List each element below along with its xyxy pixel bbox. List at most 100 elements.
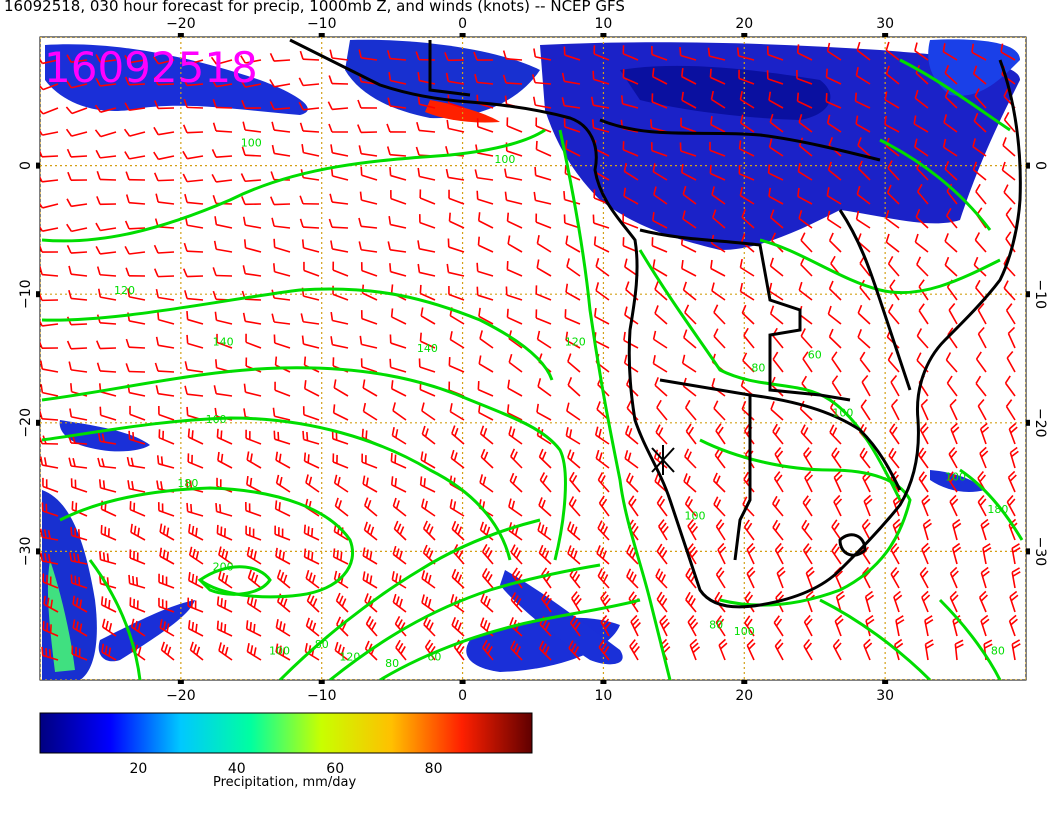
wind-barb: [1005, 303, 1016, 325]
wind-barb: [240, 79, 262, 88]
wind-barb: [679, 46, 697, 61]
wind-barb: [181, 57, 204, 66]
wind-barb: [189, 641, 204, 661]
wind-barb: [682, 281, 697, 301]
wind-barb: [241, 146, 262, 157]
wind-barb: [803, 639, 813, 661]
wind-barb: [680, 117, 697, 133]
wind-barb: [536, 259, 552, 277]
contour-label: 100: [734, 625, 755, 638]
wind-barb: [715, 519, 726, 541]
wind-barb: [505, 286, 523, 301]
wind-barb: [362, 547, 378, 565]
wind-barb: [861, 375, 871, 397]
wind-barb: [566, 258, 581, 277]
lat-tick-label-left: −20: [18, 408, 34, 438]
wind-barb: [478, 355, 494, 373]
wind-barb: [566, 402, 581, 421]
wind-barb: [893, 590, 903, 613]
wind-barb: [329, 193, 349, 205]
wind-barb: [125, 338, 146, 349]
wind-barb: [739, 258, 755, 277]
wind-barb: [885, 41, 900, 61]
wind-barb: [531, 74, 552, 85]
wind-barb: [594, 426, 610, 445]
wind-barb: [768, 138, 784, 157]
wind-barb: [946, 375, 958, 397]
wind-barb: [592, 214, 610, 229]
wind-barb: [269, 53, 291, 62]
wind-barb: [510, 448, 523, 469]
contour-line: [41, 366, 567, 561]
wind-barb: [715, 567, 726, 589]
wind-barb: [482, 639, 494, 661]
wind-barb: [772, 423, 784, 445]
wind-barb: [652, 212, 668, 229]
wind-barb: [40, 528, 59, 541]
wind-barb: [685, 423, 697, 445]
wind-barb: [186, 310, 204, 325]
wind-barb: [213, 240, 233, 253]
wind-barb: [924, 639, 934, 661]
wind-barb: [188, 546, 204, 565]
wind-barb: [159, 523, 175, 541]
contour-label: 100: [269, 644, 290, 657]
wind-barb: [419, 332, 436, 349]
wind-barb: [945, 352, 958, 373]
contour-line: [819, 598, 932, 680]
wind-barb: [40, 82, 59, 91]
wind-barb: [655, 424, 668, 445]
wind-barb: [687, 614, 699, 637]
wind-barb: [831, 447, 842, 469]
wind-barb: [709, 164, 726, 181]
wind-barb: [67, 171, 88, 181]
wind-barb: [274, 381, 291, 397]
wind-barb: [97, 288, 117, 301]
wind-barb: [275, 547, 291, 565]
wind-barb: [40, 384, 59, 397]
wind-barb: [776, 566, 786, 589]
wind-barb: [419, 284, 436, 301]
wind-barb: [184, 385, 204, 397]
wind-barb: [651, 237, 668, 253]
contour-label: 120: [339, 651, 360, 664]
wind-barb: [241, 99, 262, 110]
wind-barb: [533, 48, 552, 61]
wind-barb: [303, 548, 320, 565]
wind-barb: [831, 519, 842, 541]
wind-barb: [654, 305, 668, 325]
wind-barb: [215, 502, 233, 517]
wind-barb: [303, 261, 320, 277]
wind-barb: [124, 246, 146, 255]
wind-barb: [242, 216, 262, 229]
wind-barb: [916, 256, 929, 277]
wind-barb: [269, 196, 291, 206]
wind-barb: [863, 638, 873, 661]
wind-barb: [68, 361, 88, 373]
border-line: [838, 533, 867, 557]
wind-barb: [40, 360, 59, 373]
wind-barb: [357, 124, 378, 134]
wind-barb: [276, 569, 291, 589]
wind-barb: [301, 144, 320, 157]
wind-barb: [274, 500, 291, 517]
wind-barb: [971, 43, 987, 61]
wind-barb: [829, 424, 842, 445]
lon-tick-label-bottom: −10: [307, 688, 337, 704]
wind-barb: [914, 42, 929, 61]
wind-barb: [360, 262, 378, 277]
wind-barb: [70, 526, 88, 541]
wind-barb: [623, 162, 639, 181]
wind-barb: [651, 45, 668, 61]
wind-barb: [567, 545, 581, 565]
wind-barb: [918, 279, 929, 301]
wind-barb: [152, 56, 175, 65]
colorbar-tick-label: 40: [228, 761, 246, 777]
wind-barb: [595, 282, 610, 301]
wind-barb: [684, 495, 697, 517]
wind-barb: [40, 410, 59, 421]
wind-barb: [158, 429, 175, 445]
wind-barb: [741, 304, 755, 325]
wind-barb: [980, 566, 990, 589]
wind-barb: [388, 72, 407, 85]
